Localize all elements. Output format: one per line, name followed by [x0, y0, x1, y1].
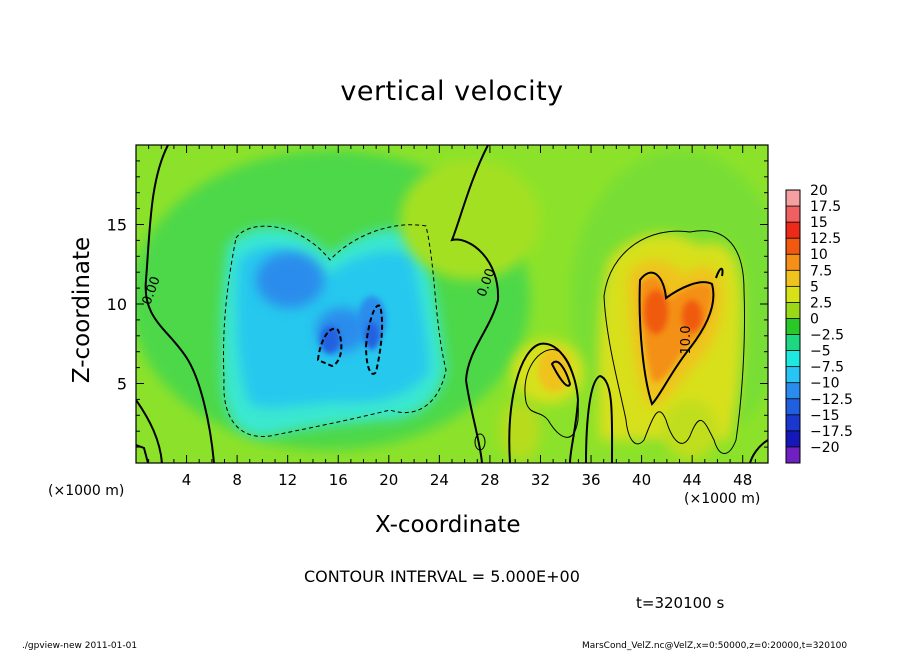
colorbar-label: 0 [810, 311, 819, 327]
colorbar-label: −7.5 [810, 360, 844, 376]
x-tick-label: 20 [379, 471, 398, 489]
colorbar-swatch [786, 254, 800, 271]
colorbar-swatch [786, 350, 800, 368]
colorbar-swatch [786, 366, 800, 384]
vertical-velocity-field [136, 145, 768, 463]
colorbar-label: 7.5 [810, 263, 832, 279]
y-tick-label: 5 [117, 375, 127, 394]
colorbar-swatch [786, 398, 800, 416]
colorbar-label: 17.5 [810, 199, 841, 215]
colorbar: 2017.51512.5107.552.50−2.5−5−7.5−10−12.5… [785, 183, 853, 464]
colorbar-label: 2.5 [810, 295, 832, 311]
chart-title: vertical velocity [340, 76, 564, 107]
colorbar-label: −5 [810, 344, 831, 360]
time-label: t=320100 s [636, 594, 725, 612]
contour-interval-text: CONTOUR INTERVAL = 5.000E+00 [304, 567, 580, 586]
colorbar-label: 15 [810, 215, 828, 231]
x-tick-label: 36 [581, 471, 600, 489]
colorbar-swatch [786, 270, 800, 287]
x-tick-label: 8 [232, 471, 242, 489]
colorbar-swatch [786, 430, 800, 448]
colorbar-label: −15 [810, 408, 840, 424]
colorbar-label: 10 [810, 247, 828, 263]
x-tick-label: 28 [480, 471, 499, 489]
y-axis-label: Z-coordinate [69, 236, 95, 384]
colorbar-swatch [786, 190, 800, 207]
x-tick-label: 12 [278, 471, 297, 489]
colorbar-swatch [786, 222, 800, 239]
colorbar-swatch [786, 238, 800, 255]
contour-label: 10.0 [679, 326, 694, 355]
x-tick-label: 44 [683, 471, 702, 489]
colorbar-swatch [786, 206, 800, 223]
colorbar-swatch [786, 334, 800, 352]
colorbar-label: 20 [810, 183, 828, 199]
x-unit-label: (×1000 m) [684, 491, 761, 507]
footer-left: ./gpview-new 2011-01-01 [22, 641, 138, 651]
y-tick-label: 15 [107, 216, 127, 235]
x-tick-label: 4 [182, 471, 192, 489]
colorbar-swatch [786, 414, 800, 432]
colorbar-label: 12.5 [810, 231, 841, 247]
y-unit-label: (×1000 m) [48, 483, 125, 499]
colorbar-label: −12.5 [810, 392, 853, 408]
colorbar-label: −2.5 [810, 328, 844, 344]
y-tick-label: 10 [107, 295, 127, 314]
x-tick-label: 16 [329, 471, 348, 489]
colorbar-swatch [786, 382, 800, 400]
colorbar-swatch [786, 302, 800, 319]
x-axis-label: X-coordinate [375, 512, 521, 538]
x-tick-label: 40 [632, 471, 651, 489]
colorbar-label: −20 [810, 440, 840, 456]
colorbar-label: −10 [810, 376, 840, 392]
footer-right: MarsCond_VelZ.nc@VelZ,x=0:50000,z=0:2000… [582, 641, 848, 651]
colorbar-swatch [786, 446, 800, 464]
colorbar-label: −17.5 [810, 424, 853, 440]
x-tick-label: 32 [531, 471, 550, 489]
colorbar-label: 5 [810, 279, 819, 295]
contour-lines [136, 145, 768, 463]
colorbar-swatch [786, 286, 800, 303]
colorbar-swatch [786, 318, 800, 336]
x-tick-label: 24 [430, 471, 449, 489]
x-tick-label: 48 [733, 471, 752, 489]
